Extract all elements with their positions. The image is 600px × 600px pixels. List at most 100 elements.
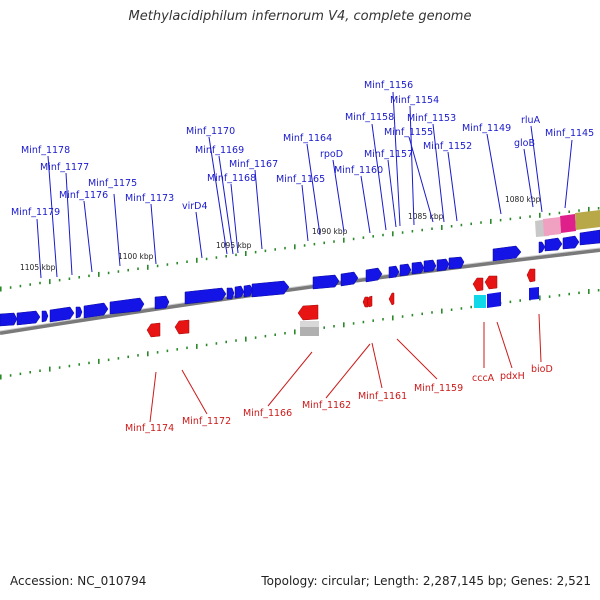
gene-label[interactable]: pdxH — [500, 371, 525, 382]
gene-arrow[interactable] — [492, 245, 522, 262]
tick-mark — [127, 355, 129, 359]
tick-mark — [0, 286, 2, 292]
gene-label[interactable]: Minf_1166 — [243, 408, 292, 419]
gene-arrow[interactable] — [251, 280, 290, 298]
gene-arrow[interactable] — [544, 237, 563, 252]
genome-backbone — [0, 248, 600, 335]
gene-label[interactable]: Minf_1154 — [390, 95, 439, 106]
gene-arrow[interactable] — [526, 268, 536, 283]
tick-mark — [558, 294, 561, 297]
gene-label[interactable]: cccA — [472, 373, 495, 384]
gene-label[interactable]: Minf_1178 — [21, 145, 70, 156]
gene-arrow[interactable] — [16, 310, 41, 326]
gene-arrow[interactable] — [388, 292, 395, 306]
gene-block-cyan[interactable] — [474, 295, 486, 308]
gene-label[interactable]: Minf_1152 — [423, 141, 472, 152]
map-title: Methylacidiphilum infernorum V4, complet… — [128, 9, 472, 24]
gene-label[interactable]: Minf_1165 — [276, 174, 325, 185]
tick-mark — [39, 369, 41, 372]
gene-block-gray-light[interactable] — [300, 321, 319, 327]
gene-label[interactable]: Minf_1162 — [302, 400, 351, 411]
gene-block-magenta[interactable] — [560, 214, 576, 233]
gene-arrow[interactable] — [436, 258, 450, 272]
gene-label[interactable]: Minf_1164 — [283, 133, 332, 144]
tick-mark — [450, 308, 453, 311]
gene-label[interactable]: rluA — [521, 115, 541, 126]
gene-arrow[interactable] — [399, 263, 412, 277]
gene-block-pink[interactable] — [543, 217, 561, 236]
gene-label[interactable]: bioD — [531, 364, 553, 375]
gene-arrow[interactable] — [174, 319, 190, 335]
tick-mark — [499, 218, 502, 222]
gene-arrow[interactable] — [0, 312, 18, 327]
gene-arrow[interactable] — [41, 310, 49, 323]
gene-arrow[interactable] — [579, 229, 600, 246]
gene-arrow[interactable] — [146, 322, 161, 338]
gene-label[interactable]: Minf_1158 — [345, 112, 394, 123]
tick-mark — [421, 312, 423, 316]
gene-label[interactable]: Minf_1161 — [358, 391, 407, 402]
gene-arrow[interactable] — [448, 256, 465, 270]
gene-label[interactable]: rpoD — [320, 149, 343, 160]
gene-label[interactable]: Minf_1177 — [40, 162, 89, 173]
tick-mark — [156, 264, 159, 268]
gene-arrow[interactable] — [226, 287, 235, 300]
tick-mark — [362, 236, 365, 239]
tick-mark — [88, 274, 90, 278]
gene-arrow[interactable] — [243, 284, 254, 298]
gene-label[interactable]: Minf_1169 — [195, 145, 244, 156]
gene-arrow[interactable] — [312, 274, 340, 290]
gene-label[interactable]: Minf_1176 — [59, 190, 108, 201]
gene-label[interactable]: Minf_1175 — [88, 178, 137, 189]
gene-arrow[interactable] — [423, 259, 437, 273]
gene-label[interactable]: Minf_1156 — [364, 80, 413, 91]
gene-arrow[interactable] — [388, 265, 400, 279]
gene-arrow[interactable] — [340, 271, 359, 287]
gene-block-olive[interactable] — [575, 210, 600, 230]
gene-arrow[interactable] — [366, 295, 373, 308]
gene-arrow[interactable] — [49, 306, 75, 323]
gene-label[interactable]: Minf_1179 — [11, 207, 60, 218]
tick-mark — [215, 342, 218, 345]
tick-mark — [382, 233, 384, 237]
gene-arrow[interactable] — [411, 261, 425, 275]
tick-mark — [509, 217, 512, 221]
gene-arrow[interactable] — [484, 275, 498, 290]
gene-label[interactable]: Minf_1155 — [384, 127, 433, 138]
gene-label[interactable]: virD4 — [182, 201, 208, 212]
gene-arrow[interactable] — [365, 267, 383, 283]
gene-label[interactable]: Minf_1167 — [229, 159, 278, 170]
gene-label[interactable]: gloB — [514, 138, 535, 149]
gene-label[interactable]: Minf_1173 — [125, 193, 174, 204]
gene-arrow[interactable] — [538, 241, 546, 254]
gene-arrow[interactable] — [75, 306, 83, 319]
gene-label[interactable]: Minf_1157 — [364, 149, 413, 160]
gene-label[interactable]: Minf_1159 — [414, 383, 463, 394]
gene-arrow[interactable] — [234, 285, 245, 299]
tick-mark — [372, 235, 374, 238]
gene-arrow[interactable] — [83, 302, 109, 319]
gene-arrow[interactable] — [184, 287, 227, 305]
gene-arrow[interactable] — [154, 295, 170, 310]
tick-mark — [166, 349, 169, 353]
gene-arrow-blue[interactable] — [529, 287, 539, 300]
gene-arrow[interactable] — [297, 304, 319, 321]
gene-label[interactable]: Minf_1172 — [182, 416, 231, 427]
gene-label[interactable]: Minf_1160 — [334, 165, 383, 176]
tick-mark — [245, 251, 247, 256]
gene-label[interactable]: Minf_1168 — [207, 173, 256, 184]
gene-arrow[interactable] — [472, 277, 484, 292]
gene-label[interactable]: Minf_1170 — [186, 126, 235, 137]
tick-mark — [274, 333, 276, 336]
gene-arrow-blue[interactable] — [487, 292, 501, 308]
gene-label[interactable]: Minf_1153 — [407, 113, 456, 124]
kbp-label-1080: 1080 kbp — [505, 195, 541, 204]
kbp-label-1095: 1095 kbp — [216, 241, 252, 250]
gene-label[interactable]: Minf_1149 — [462, 123, 511, 134]
gene-label[interactable]: Minf_1145 — [545, 128, 594, 139]
gene-label[interactable]: Minf_1174 — [125, 423, 174, 434]
gene-arrow[interactable] — [562, 235, 580, 250]
tick-mark — [186, 346, 188, 350]
gene-arrow[interactable] — [109, 297, 145, 315]
